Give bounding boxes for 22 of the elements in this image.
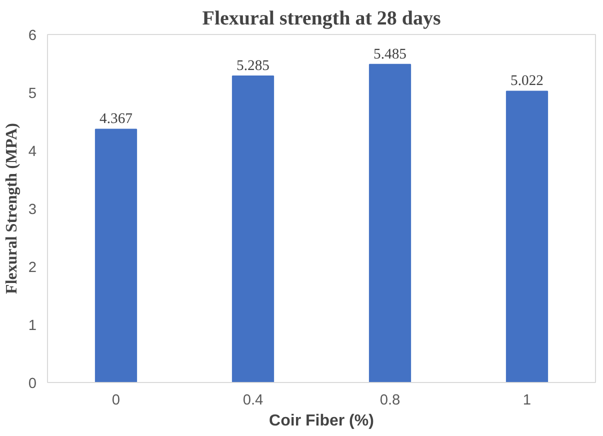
bar <box>232 75 274 382</box>
data-label: 5.022 <box>510 73 544 90</box>
bar <box>506 90 548 382</box>
data-label: 4.367 <box>100 111 132 128</box>
y-tick-label: 4 <box>28 144 37 160</box>
y-tick-label: 6 <box>28 28 37 44</box>
x-tick-label: 0.8 <box>380 392 400 408</box>
y-tick-label: 3 <box>28 202 37 218</box>
y-tick-label: 0 <box>28 376 37 392</box>
bar <box>368 64 412 382</box>
x-tick-label: 0.4 <box>242 392 264 408</box>
x-axis-title: Coir Fiber (%) <box>269 412 374 430</box>
chart-title: Flexural strength at 28 days <box>202 8 441 30</box>
y-tick-label: 5 <box>28 86 37 102</box>
data-label: 5.285 <box>236 58 270 74</box>
y-tick-label: 2 <box>28 260 37 276</box>
x-tick-label: 0 <box>112 392 120 408</box>
y-axis-title: Flexural Strength (MPA) <box>3 123 20 294</box>
x-tick-label: 1 <box>522 392 532 408</box>
y-tick-label: 1 <box>28 318 37 334</box>
bar <box>94 128 138 382</box>
data-label: 5.485 <box>374 46 406 62</box>
